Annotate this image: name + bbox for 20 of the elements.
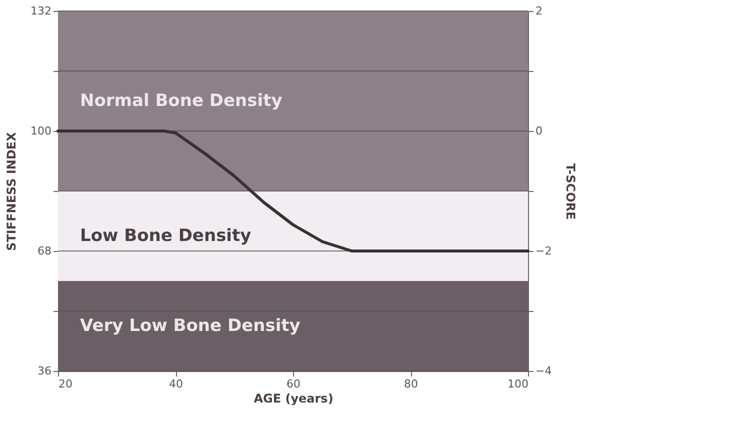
y2-tick-label: 0	[536, 124, 542, 138]
x-tick-label: 20	[58, 378, 72, 390]
x-tick-label: 60	[286, 378, 300, 390]
y-tick-label: 68	[38, 244, 52, 258]
x-tick-label: 80	[404, 378, 418, 390]
x-axis-title: AGE (years)	[254, 392, 334, 406]
y-tick-label: 132	[30, 4, 52, 18]
y2-tick-label: 2	[536, 4, 542, 18]
y-axis-title: STIFFNESS INDEX	[4, 131, 19, 251]
band-label: Normal Bone Density	[80, 91, 282, 111]
y-tick-label: 36	[38, 364, 52, 378]
y2-tick-label: −4	[536, 364, 552, 378]
x-tick-label: 40	[169, 378, 183, 390]
line-series	[56, 130, 530, 252]
y2-axis-title: T-SCORE	[564, 163, 578, 220]
band-label: Very Low Bone Density	[80, 316, 300, 336]
y2-tick-label: −2	[536, 244, 552, 258]
band-label: Low Bone Density	[80, 226, 252, 246]
x-tick-label: 100	[508, 378, 528, 390]
y-tick-label: 100	[30, 124, 52, 138]
